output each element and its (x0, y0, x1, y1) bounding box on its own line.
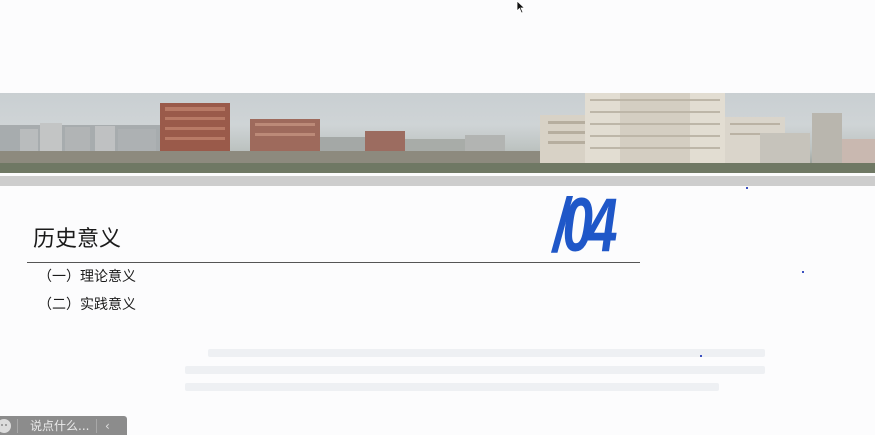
section-number: /04 (553, 183, 618, 268)
title-underline (27, 262, 640, 263)
mouse-cursor-icon (516, 0, 526, 14)
decorative-dot (700, 355, 702, 357)
comment-bar[interactable]: 说点什么... ‹ (0, 416, 127, 435)
divider-band (0, 176, 875, 186)
decorative-dot (746, 187, 748, 189)
faint-watermark-paragraph (185, 340, 765, 410)
campus-skyline-banner (0, 93, 875, 173)
chevron-left-icon[interactable]: ‹ (105, 418, 110, 433)
sub-item-practice: （二）实践意义 (38, 297, 136, 313)
decorative-dot (802, 271, 804, 273)
comment-input[interactable]: 说点什么... (30, 419, 90, 433)
section-title: 历史意义 (33, 227, 122, 252)
comment-bar-separator (17, 418, 18, 433)
sub-item-theory: （一）理论意义 (38, 269, 136, 285)
comment-bar-separator (96, 418, 97, 433)
emoji-icon[interactable] (0, 418, 11, 433)
